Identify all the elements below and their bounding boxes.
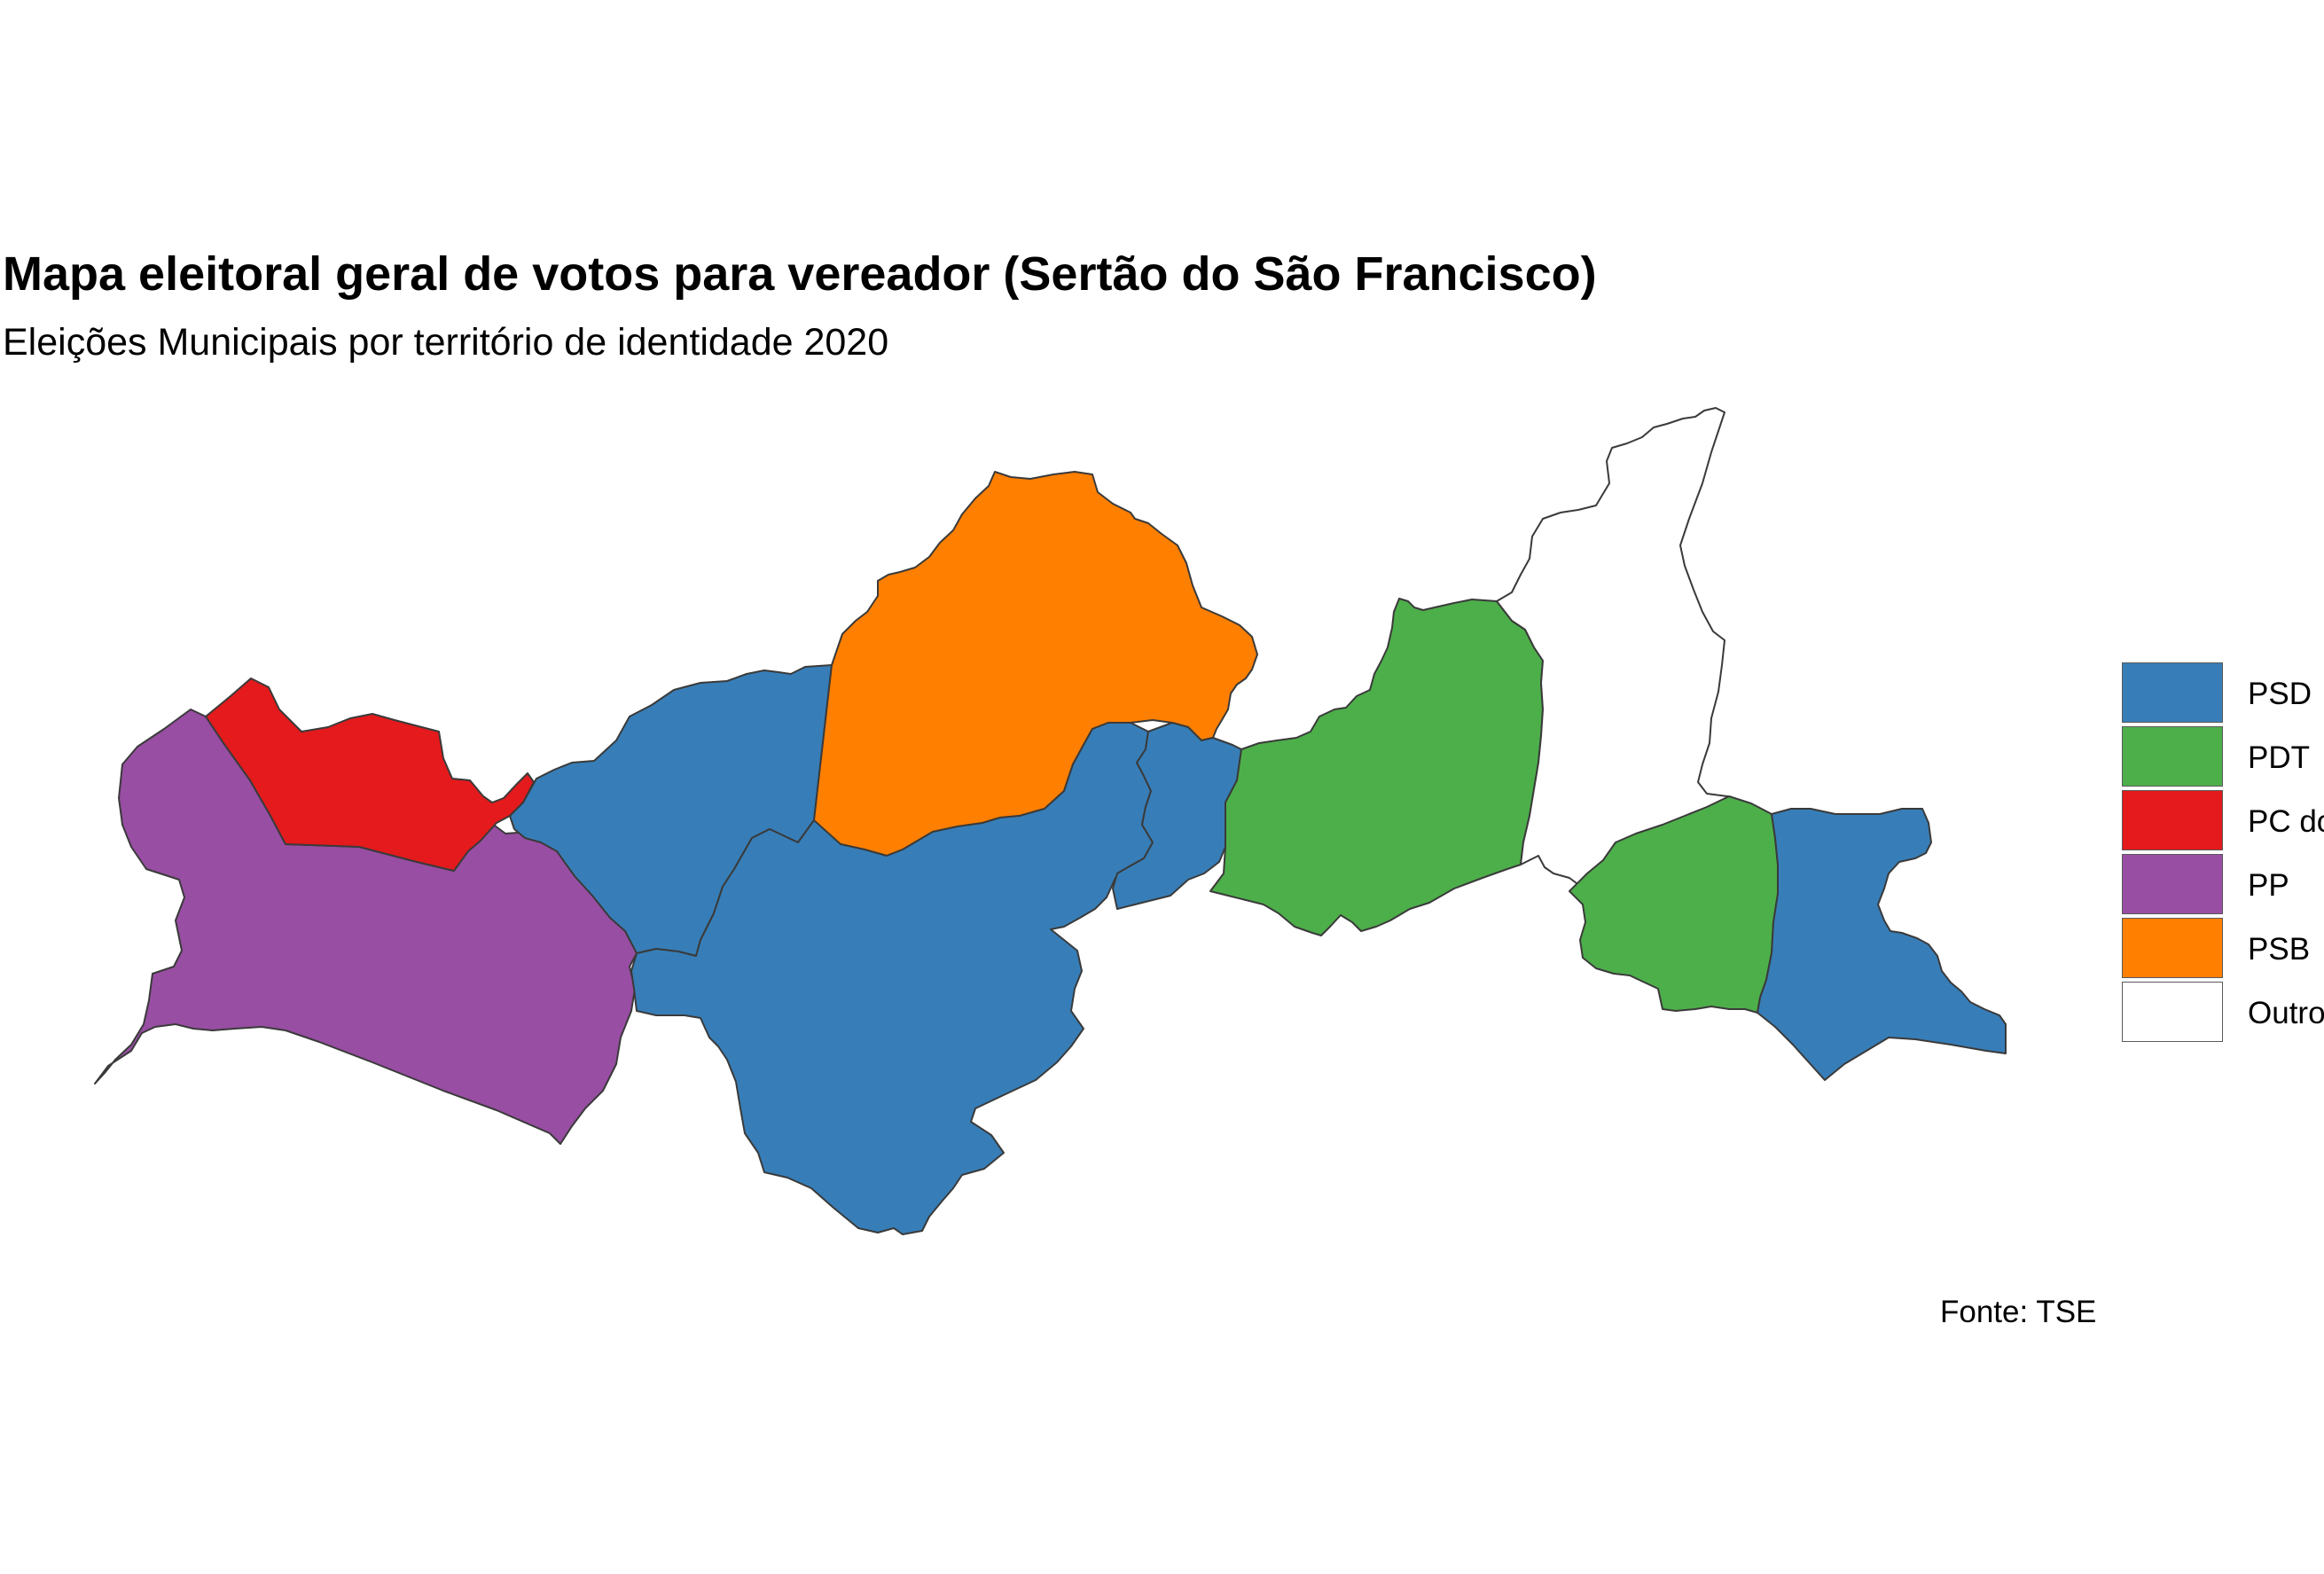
legend-label: Outros <box>2248 996 2324 1030</box>
legend-item-pdt: PDT <box>2119 724 2323 788</box>
legend-swatch <box>2122 662 2223 723</box>
legend-item-pp: PP <box>2119 852 2323 916</box>
legend-label: PSD <box>2248 677 2312 711</box>
legend-swatch <box>2122 982 2223 1042</box>
legend-label: PDT <box>2248 740 2310 775</box>
map-title: Mapa eleitoral geral de votos para verea… <box>3 247 1597 301</box>
legend-item-psb: PSB <box>2119 916 2323 980</box>
municipality-psd-middle <box>1112 722 1242 910</box>
legend-label: PC do B <box>2248 804 2324 839</box>
legend-swatch <box>2122 918 2223 978</box>
legend-swatch <box>2122 854 2223 914</box>
legend-swatch <box>2122 790 2223 850</box>
legend-item-psd: PSD <box>2119 661 2323 724</box>
legend-label: PSB <box>2248 932 2311 967</box>
legend-swatch <box>2122 726 2223 787</box>
map-subtitle: Eleições Municipais por território de id… <box>3 321 889 364</box>
municipality-pcdob <box>205 677 535 872</box>
municipality-outros <box>1496 407 1741 892</box>
source-caption: Fonte: TSE <box>1940 1295 2097 1329</box>
municipality-psd-south <box>630 722 1154 1235</box>
legend-label: PP <box>2248 868 2289 903</box>
municipality-psd-east <box>1757 808 2007 1081</box>
legend-item-pcdob: PC do B <box>2119 788 2324 852</box>
legend-item-outros: Outros <box>2119 980 2324 1044</box>
municipality-pdt-central <box>1209 598 1544 936</box>
